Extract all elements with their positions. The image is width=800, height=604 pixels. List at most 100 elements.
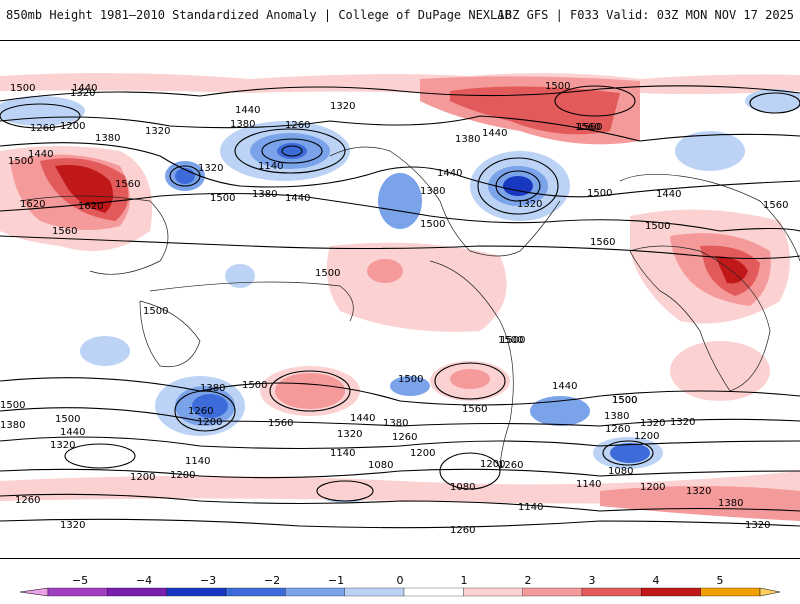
contour-label: 1320 <box>640 418 665 429</box>
contour-label: 1260 <box>498 460 523 471</box>
colorbar-segment <box>759 587 781 597</box>
contour-label: 1500 <box>8 156 33 167</box>
colorbar-segment <box>641 587 701 597</box>
map-title: 850mb Height 1981–2010 Standardized Anom… <box>6 8 512 22</box>
contour-label: 1500 <box>498 335 523 346</box>
colorbar-tick-label: 3 <box>589 574 596 587</box>
contour-label: 1200 <box>634 431 659 442</box>
colorbar-segment <box>166 587 227 597</box>
contour-label: 1500 <box>55 414 80 425</box>
colorbar-tick-label: −3 <box>200 574 216 587</box>
contour-label: 1440 <box>60 427 85 438</box>
contour-label: 1320 <box>60 520 85 531</box>
colorbar-tick-label: −4 <box>136 574 152 587</box>
colorbar-tick-label: 0 <box>397 574 404 587</box>
contour-label: 1140 <box>518 502 543 513</box>
contour-label: 1320 <box>517 199 542 210</box>
colorbar-segment <box>700 587 761 597</box>
colorbar-segment <box>107 587 167 597</box>
contour-label: 1440 <box>72 83 97 94</box>
contour-label: 1200 <box>170 470 195 481</box>
contour-label: 1080 <box>368 460 393 471</box>
coastlines <box>19 146 800 472</box>
contour-label: 1440 <box>656 189 681 200</box>
contour-label: 1500 <box>143 306 168 317</box>
colorbar-tick-label: 5 <box>717 574 724 587</box>
contour-label: 1380 <box>718 498 743 509</box>
contour-label: 1440 <box>552 381 577 392</box>
contour-label: 1200 <box>410 448 435 459</box>
contour-label: 1380 <box>230 119 255 130</box>
contour-label: 1260 <box>188 406 213 417</box>
contour-label: 1260 <box>30 123 55 134</box>
height-contours <box>0 85 800 529</box>
contour-label: 1140 <box>576 479 601 490</box>
contour-label: 1380 <box>420 186 445 197</box>
colorbar: −5 −4 −3 −2 −1 0 1 2 3 4 5 <box>0 572 800 600</box>
contour-label: 1440 <box>28 149 53 160</box>
contour-label: 1440 <box>350 413 375 424</box>
anomaly-map: 1500 1440 1320 1260 1200 1380 1320 1500 … <box>0 73 800 536</box>
contour-label: 1140 <box>330 448 355 459</box>
contour-label: 1500 <box>315 268 340 279</box>
contour-label: 1260 <box>605 424 630 435</box>
contour-label: 1560 <box>52 226 77 237</box>
contour-label: 1380 <box>95 133 120 144</box>
contour-label: 1620 <box>78 201 103 212</box>
contour-label: 1200 <box>130 472 155 483</box>
colorbar-svg: −5 −4 −3 −2 −1 0 1 2 3 4 5 <box>19 574 781 597</box>
contour-label: 1380 <box>0 420 25 431</box>
colorbar-tick-label: 4 <box>653 574 660 587</box>
contour-label: 1560 <box>462 404 487 415</box>
contour-label: 1560 <box>763 200 788 211</box>
contour-label: 1440 <box>235 105 260 116</box>
contour-label: 1500 <box>612 395 637 406</box>
colorbar-tick-label: −1 <box>328 574 344 587</box>
contour-label: 1500 <box>210 193 235 204</box>
contour-label: 1380 <box>455 134 480 145</box>
anomaly-fill <box>0 73 800 521</box>
contour-label: 1500 <box>10 83 35 94</box>
colorbar-tick-label: 1 <box>461 574 468 587</box>
contour-label: 1200 <box>60 121 85 132</box>
header: 850mb Height 1981–2010 Standardized Anom… <box>0 0 800 38</box>
contour-label: 1320 <box>70 88 95 99</box>
contour-label: 1260 <box>392 432 417 443</box>
contour-label: 1200 <box>197 417 222 428</box>
colorbar-segment <box>463 587 523 597</box>
contour-label: 1260 <box>285 120 310 131</box>
contour-label: 1440 <box>285 193 310 204</box>
contour-label: 1500 <box>545 81 570 92</box>
contour-label: 1200 <box>480 459 505 470</box>
contour-label: 1320 <box>670 417 695 428</box>
colorbar-segment <box>47 587 108 597</box>
contour-label: 1440 <box>437 168 462 179</box>
colorbar-tick-label: −2 <box>264 574 280 587</box>
contour-label: 1440 <box>482 128 507 139</box>
contour-label: 1380 <box>200 383 225 394</box>
contour-label: 1620 <box>20 199 45 210</box>
colorbar-segment <box>403 587 464 597</box>
contour-label: 1500 <box>242 380 267 391</box>
contour-labels: 1500 1440 1320 1260 1200 1380 1320 1500 … <box>0 81 788 536</box>
contour-label: 1320 <box>50 440 75 451</box>
contour-label: 1380 <box>383 418 408 429</box>
contour-label: 1500 <box>398 374 423 385</box>
contour-label: 1320 <box>337 429 362 440</box>
contour-label: 1560 <box>577 122 602 133</box>
contour-label: 1500 <box>587 188 612 199</box>
contour-label: 1380 <box>252 189 277 200</box>
colorbar-segment <box>19 587 49 597</box>
colorbar-segment <box>522 587 583 597</box>
contour-label: 1500 <box>645 221 670 232</box>
contour-label: 1320 <box>198 163 223 174</box>
contour-label: 1080 <box>450 482 475 493</box>
contour-label: 1080 <box>608 466 633 477</box>
contour-label: 1200 <box>640 482 665 493</box>
contour-label: 1560 <box>575 122 600 133</box>
map-panel[interactable]: 1500 1440 1320 1260 1200 1380 1320 1500 … <box>0 40 800 559</box>
colorbar-segment <box>581 587 642 597</box>
contour-label: 1140 <box>185 456 210 467</box>
colorbar-tick-label: 2 <box>525 574 532 587</box>
contour-label: 1500 <box>612 395 637 406</box>
